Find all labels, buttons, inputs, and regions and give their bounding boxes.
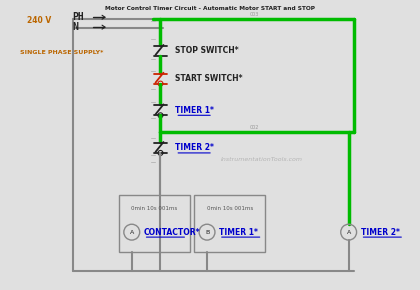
Text: PH: PH	[72, 12, 84, 22]
Text: TIMER 2*: TIMER 2*	[360, 228, 399, 237]
Bar	[194, 195, 265, 252]
Text: 240 V: 240 V	[27, 16, 52, 25]
Text: N: N	[72, 22, 78, 32]
Text: SINGLE PHASE SUPPLY*: SINGLE PHASE SUPPLY*	[20, 50, 103, 55]
Text: A: A	[130, 230, 134, 235]
Text: 0min 10s 001ms: 0min 10s 001ms	[131, 206, 178, 211]
Text: START SWITCH*: START SWITCH*	[175, 74, 243, 83]
Text: B: B	[205, 230, 209, 235]
Text: InstrumentationTools.com: InstrumentationTools.com	[220, 157, 302, 162]
Text: TIMER 1*: TIMER 1*	[219, 228, 258, 237]
Text: TIMER 1*: TIMER 1*	[175, 106, 214, 115]
Bar	[119, 195, 190, 252]
Text: CONTACTOR*: CONTACTOR*	[144, 228, 200, 237]
Text: TIMER 2*: TIMER 2*	[175, 144, 214, 153]
Text: STOP SWITCH*: STOP SWITCH*	[175, 46, 239, 55]
Text: 0min 10s 001ms: 0min 10s 001ms	[207, 206, 253, 211]
Text: 003: 003	[250, 12, 259, 17]
Text: Motor Control Timer Circuit - Automatic Motor START and STOP: Motor Control Timer Circuit - Automatic …	[105, 6, 315, 11]
Text: 002: 002	[250, 125, 259, 130]
Text: A: A	[346, 230, 351, 235]
